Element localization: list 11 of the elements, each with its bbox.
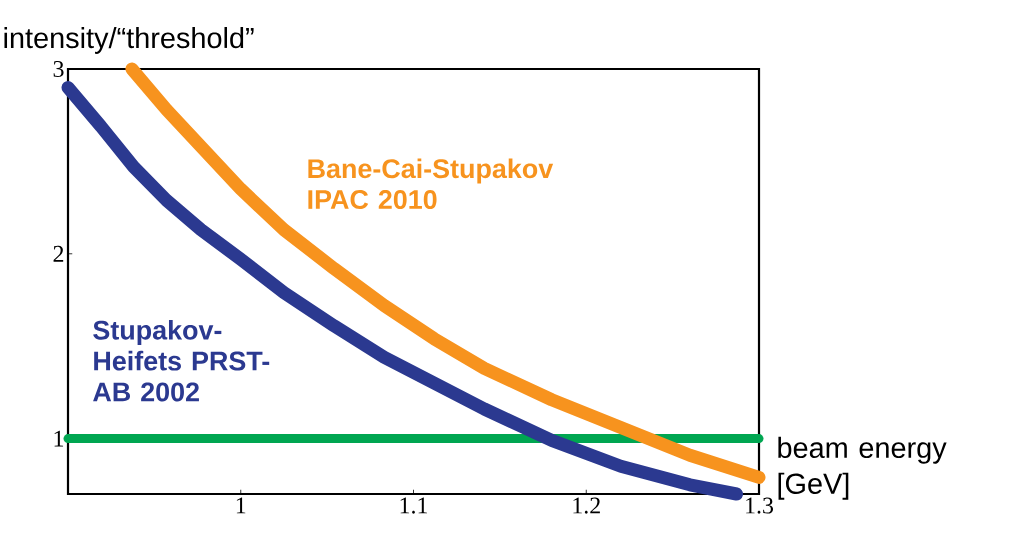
x-tick-label: 1.2 xyxy=(573,497,600,514)
x-tick-label: 1.1 xyxy=(400,497,428,514)
x-tick-label: 1.3 xyxy=(746,497,774,514)
series-label: Stupakov-Heifets PRST-AB 2002 xyxy=(93,319,270,402)
x-axis-title: beam energy [GeV] xyxy=(778,436,947,500)
series-label: Bane-Cai-Stupakov IPAC 2010 xyxy=(308,158,554,210)
x-tick-label: 1 xyxy=(236,497,246,514)
y-tick-label: 2 xyxy=(53,245,64,262)
y-axis-title: intensity/“threshold” xyxy=(4,26,254,54)
y-tick-label: 1 xyxy=(54,430,64,447)
y-tick-label: 3 xyxy=(53,60,64,78)
